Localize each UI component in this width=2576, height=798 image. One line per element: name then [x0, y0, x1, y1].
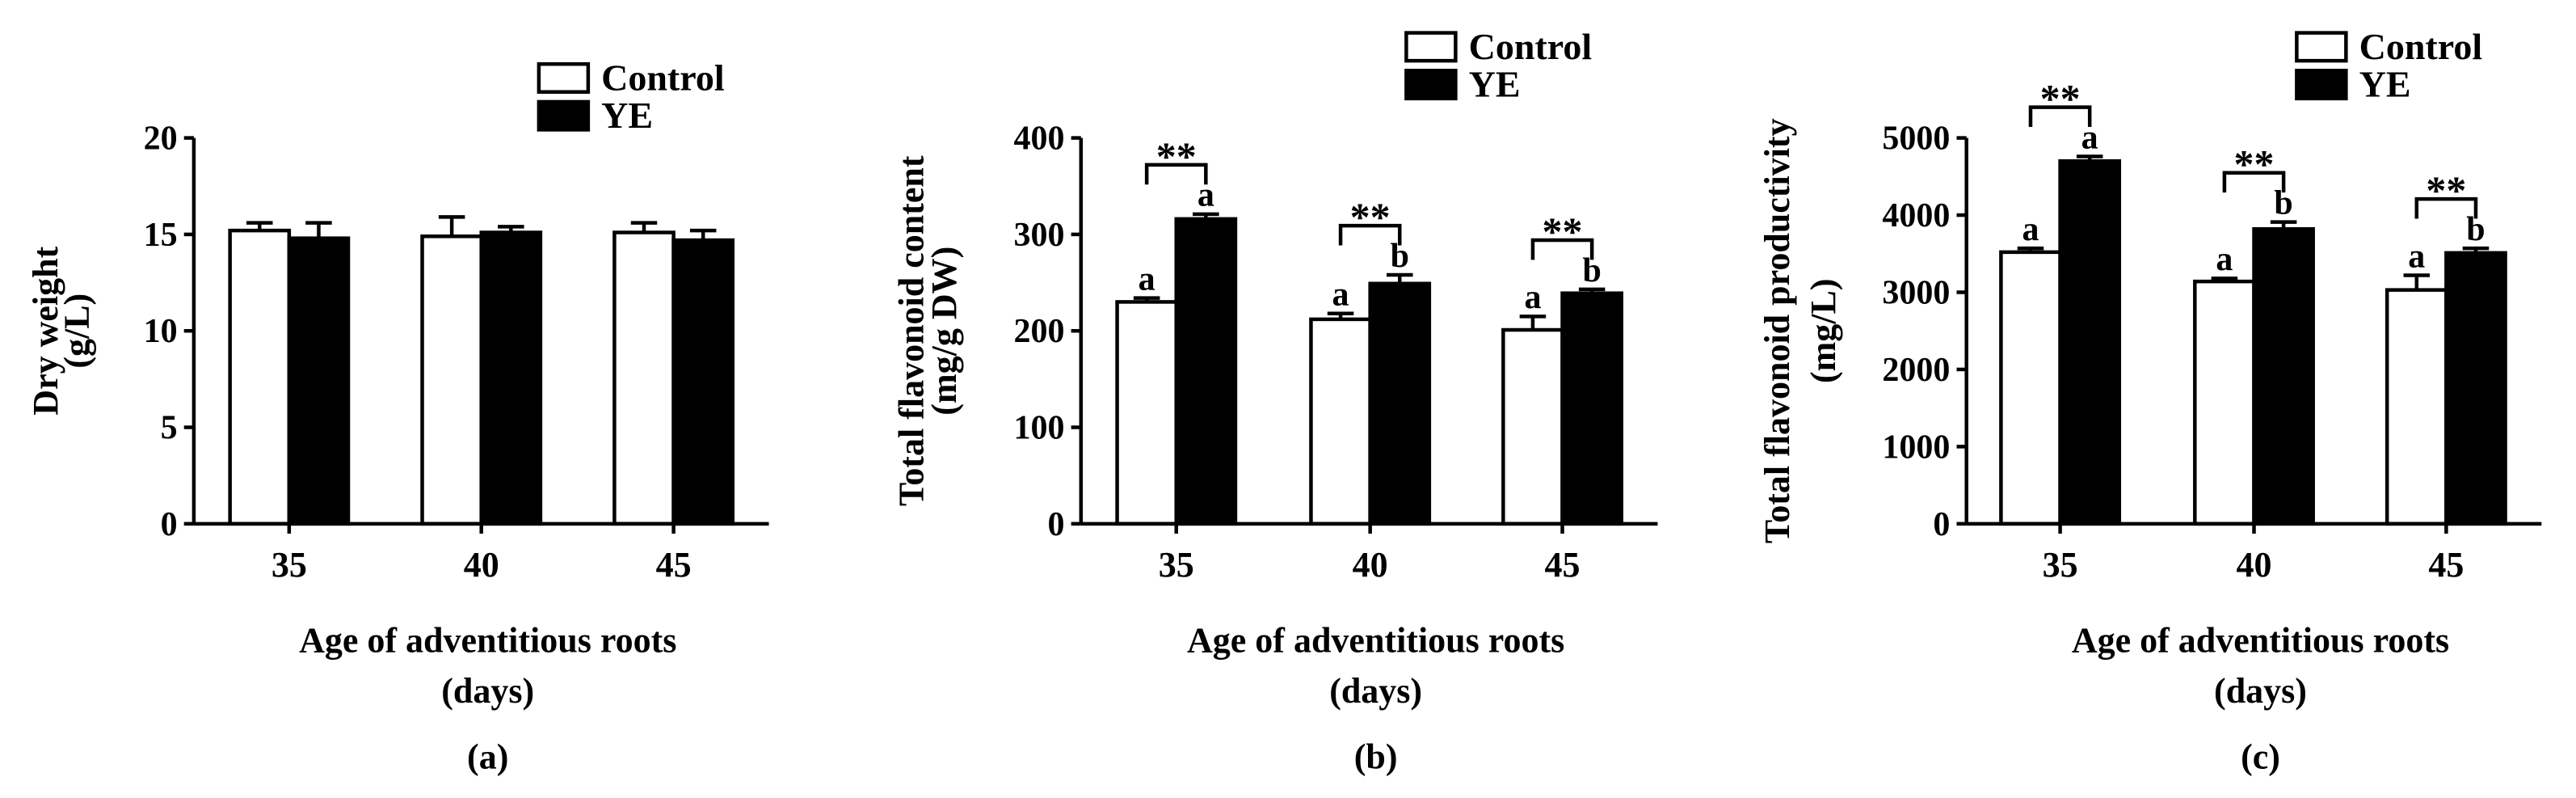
x-tick-label: 35 [2043, 545, 2078, 585]
significance-letter: a [2022, 211, 2039, 248]
bar-control-40 [420, 234, 483, 526]
y-tick-label: 20 [144, 120, 178, 158]
panel-label: (b) [1354, 737, 1398, 776]
significance-bracket [1530, 238, 1594, 260]
x-axis-title: Age of adventitious roots [1187, 620, 1564, 660]
x-tick-label: 40 [2237, 545, 2272, 585]
significance-marker: ** [1156, 133, 1197, 179]
significance-bracket [1338, 223, 1402, 246]
y-tick-label: 10 [144, 313, 178, 350]
x-tick-label: 45 [1545, 545, 1581, 585]
x-axis-title: Age of adventitious roots [299, 620, 676, 660]
legend-label-control: Control [1469, 26, 1593, 67]
y-tick-label: 400 [1013, 120, 1064, 158]
legend-label-ye: YE [2359, 64, 2411, 105]
significance-bracket [1144, 163, 1208, 185]
bar-control-35 [1999, 250, 2062, 526]
y-tick-label: 4000 [1882, 197, 1950, 234]
x-axis-title-unit: (days) [441, 671, 534, 711]
significance-bracket [2222, 171, 2286, 193]
y-tick-label: 0 [1047, 506, 1064, 543]
significance-letter: a [2081, 119, 2098, 156]
significance-letter: b [1582, 252, 1601, 289]
x-axis-title: Age of adventitious roots [2072, 620, 2449, 660]
x-axis-title-unit: (days) [1329, 671, 1422, 711]
significance-marker: ** [2426, 167, 2466, 213]
significance-bracket [2028, 105, 2092, 127]
legend-swatch-ye [1404, 69, 1458, 101]
bar-ye-40 [479, 230, 543, 526]
significance-marker: ** [1543, 209, 1583, 254]
y-axis-title-unit: (mg/L) [1804, 278, 1843, 383]
bar-ye-45 [671, 238, 735, 526]
legend-swatch-ye [537, 99, 591, 132]
bar-ye-45 [1560, 291, 1623, 526]
x-tick-label: 35 [271, 545, 307, 585]
y-tick-label: 200 [1013, 313, 1064, 350]
y-tick-label: 5 [161, 410, 178, 447]
panel-a: 0 5 10 15 20 35 40 45 Age of adventitious roots (… [26, 57, 769, 776]
y-tick-label: 300 [1013, 217, 1064, 254]
legend-label-ye: YE [601, 95, 653, 136]
bar-ye-35 [287, 236, 351, 526]
significance-letter: a [2216, 241, 2233, 278]
bar-control-35 [1115, 300, 1178, 526]
legend-swatch-ye [2295, 69, 2348, 101]
y-axis-title: Total flavonoid content [891, 155, 931, 506]
significance-letter: b [2274, 184, 2292, 222]
x-tick-label: 45 [656, 545, 692, 585]
x-tick-label: 40 [464, 545, 499, 585]
bar-ye-45 [2444, 251, 2507, 526]
bar-control-45 [1501, 327, 1564, 526]
x-tick-label: 35 [1159, 545, 1194, 585]
y-tick-label: 1000 [1882, 429, 1950, 466]
significance-letter: b [2466, 211, 2485, 248]
y-tick-label: 0 [161, 506, 178, 543]
x-tick-label: 45 [2428, 545, 2464, 585]
bar-ye-35 [2058, 158, 2122, 526]
significance-marker: ** [2040, 76, 2081, 121]
significance-letter: a [1332, 277, 1349, 314]
significance-marker: ** [2234, 141, 2275, 187]
y-tick-label: 0 [1933, 506, 1950, 543]
significance-letter: a [2408, 238, 2425, 275]
legend-label-control: Control [601, 57, 725, 98]
y-axis-title-unit: (g/L) [57, 293, 97, 369]
y-axis-title: Total flavonoid productivity [1757, 118, 1797, 543]
significance-letter: a [1198, 177, 1214, 214]
significance-letter: b [1391, 238, 1409, 275]
significance-bracket [2414, 196, 2478, 219]
bar-control-40 [1309, 317, 1372, 526]
y-tick-label: 5000 [1882, 120, 1950, 158]
bar-ye-35 [1174, 217, 1238, 526]
bar-control-35 [228, 228, 292, 526]
significance-letter: a [1524, 279, 1541, 316]
bar-ye-40 [1368, 281, 1432, 526]
bar-control-40 [2193, 279, 2256, 526]
y-tick-label: 100 [1013, 410, 1064, 447]
bar-control-45 [2384, 288, 2448, 526]
panel-label: (a) [467, 737, 508, 776]
panel-label: (c) [2241, 737, 2280, 776]
legend-label-ye: YE [1469, 64, 1521, 105]
significance-letter: a [1139, 260, 1155, 298]
y-tick-label: 15 [144, 217, 178, 254]
significance-marker: ** [1350, 194, 1391, 239]
y-axis-title: Dry weight [26, 246, 65, 415]
legend-label-control: Control [2359, 26, 2483, 67]
y-tick-label: 2000 [1882, 352, 1950, 389]
bar-control-45 [612, 230, 676, 526]
legend-swatch-control [1404, 31, 1458, 63]
legend-swatch-control [537, 61, 591, 94]
bar-ye-40 [2252, 226, 2315, 526]
x-axis-title-unit: (days) [2214, 671, 2307, 711]
x-tick-label: 40 [1353, 545, 1388, 585]
y-axis-title-unit: (mg/g DW) [924, 247, 964, 416]
y-tick-label: 3000 [1882, 274, 1950, 311]
legend-swatch-control [2295, 31, 2348, 63]
